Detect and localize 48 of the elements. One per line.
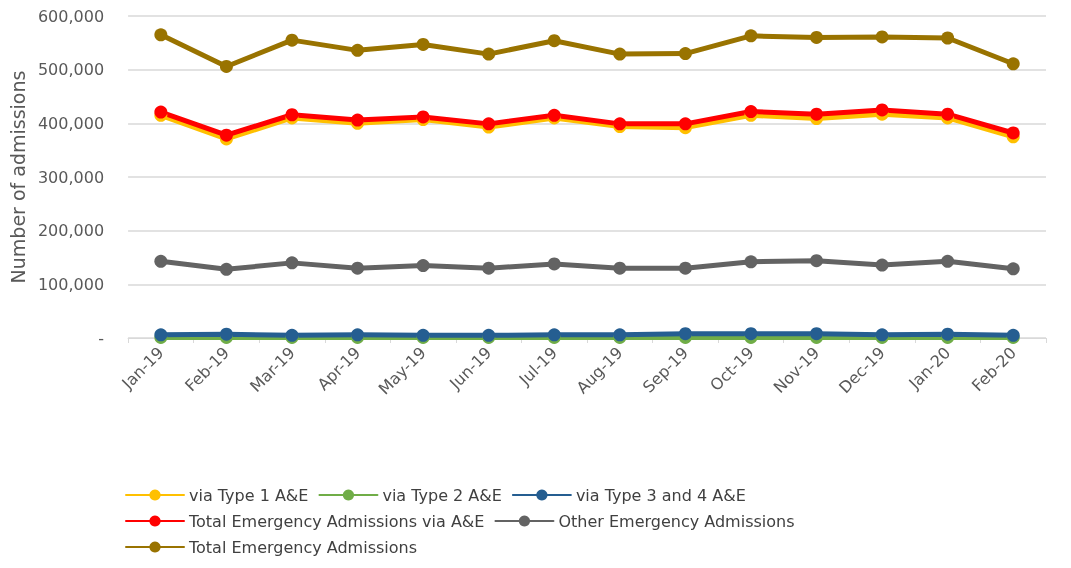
legend-label: Total Emergency Admissions [188,537,418,557]
y-tick-label: - [98,328,105,348]
y-tick-label: 500,000 [37,60,105,80]
legend-label: Total Emergency Admissions via A&E [188,511,485,531]
point [416,259,430,273]
point [285,33,299,47]
point [547,34,561,48]
point [875,103,889,117]
legend-label: via Type 3 and 4 A&E [575,485,746,505]
legend-label: via Type 1 A&E [189,485,309,505]
point [482,261,496,275]
y-tick-label: 200,000 [37,221,105,241]
point [941,107,955,121]
point [351,261,365,275]
point [1006,262,1020,276]
point [154,254,168,268]
y-tick-label: 600,000 [37,6,105,26]
point [810,254,824,268]
point [875,30,889,44]
point [810,30,824,44]
legend-label: Other Emergency Admissions [558,511,795,531]
point [219,128,233,142]
point [941,31,955,45]
y-tick-label: 100,000 [37,274,105,294]
y-tick-label: 400,000 [37,113,105,133]
point [547,257,561,271]
point [613,47,627,61]
point [613,261,627,275]
point [482,47,496,61]
point [154,28,168,42]
point [219,59,233,73]
point [744,29,758,43]
point [285,256,299,270]
point [219,262,233,276]
point [875,258,889,272]
point [1006,126,1020,140]
point [678,261,692,275]
y-tick-label: 300,000 [37,167,105,187]
point [744,255,758,269]
legend-label: via Type 2 A&E [382,485,502,505]
point [416,37,430,51]
y-axis-title: Number of admissions [6,70,29,284]
point [941,254,955,268]
point [678,117,692,131]
point [678,47,692,61]
point [1006,57,1020,71]
point [351,43,365,57]
point [810,107,824,121]
